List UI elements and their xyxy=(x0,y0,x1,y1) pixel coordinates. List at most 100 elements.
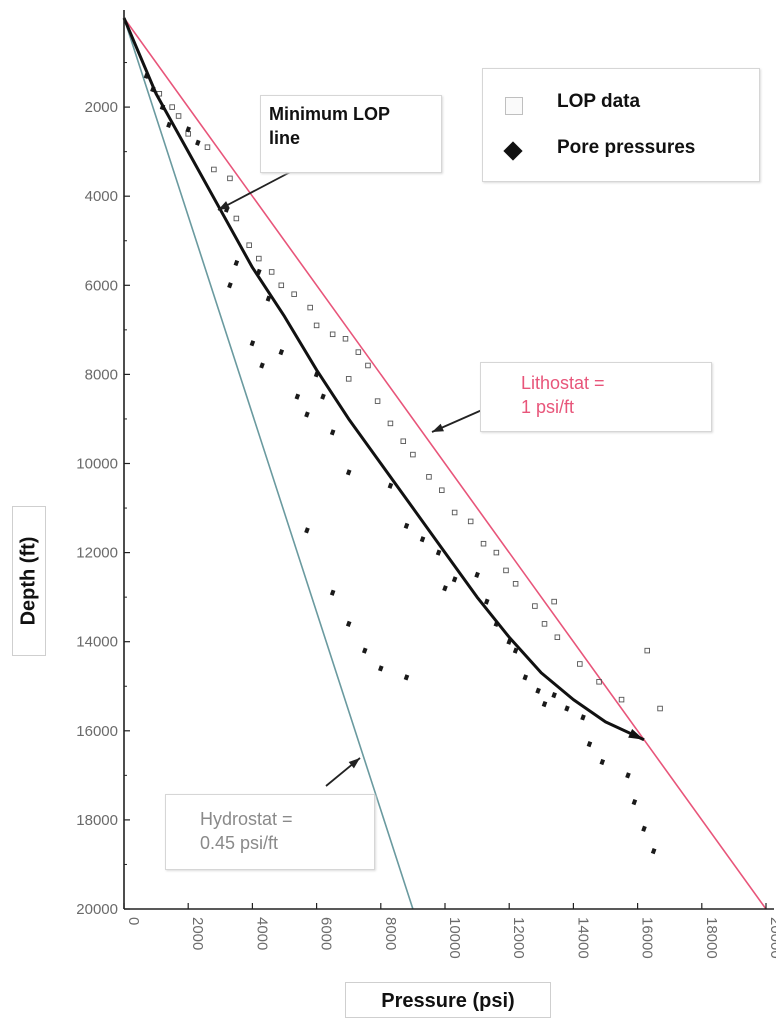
lop-data-point xyxy=(313,322,320,329)
lop-data-point xyxy=(185,131,191,137)
lop-data-point xyxy=(233,215,240,222)
lop-data-point xyxy=(345,376,352,382)
min-lop-label-line1: Minimum LOP xyxy=(269,104,390,124)
lop-data-point xyxy=(355,349,362,355)
hydrostat-label-line2: 0.45 psi/ft xyxy=(200,833,279,853)
y-tick-label: 8000 xyxy=(85,366,118,383)
pore-pressure-point xyxy=(541,700,548,708)
min-lop-pointer-head xyxy=(218,201,230,210)
lop-data-point xyxy=(480,540,487,547)
lop-data-point xyxy=(169,104,175,110)
y-tick-label: 16000 xyxy=(76,723,118,740)
lithostat-line xyxy=(123,17,767,910)
lop-data-point xyxy=(387,420,394,427)
y-tick-label: 20000 xyxy=(76,901,118,918)
pore-pressure-point xyxy=(195,139,201,146)
pore-pressure-point xyxy=(631,798,638,806)
hydrostat-annotation: Hydrostat = 0.45 psi/ft xyxy=(165,794,375,870)
lithostat-label-line1: Lithostat = xyxy=(521,373,605,393)
lop-data-point xyxy=(451,509,458,516)
x-tick-label: 2000 xyxy=(189,917,206,950)
pore-pressure-point xyxy=(580,714,586,721)
pore-pressure-point xyxy=(419,536,426,543)
pore-pressure-point xyxy=(166,121,172,129)
lop-data-point xyxy=(365,362,371,369)
lop-data-point xyxy=(329,331,336,338)
annotation-arrows xyxy=(217,167,483,787)
pore-pressure-point xyxy=(551,692,557,699)
lop-data-point xyxy=(657,705,663,712)
pore-pressure-point xyxy=(233,259,240,267)
min-lop-annotation: Minimum LOP line xyxy=(260,95,442,173)
x-tick-label: 8000 xyxy=(382,917,399,950)
lop-data-point xyxy=(551,598,557,605)
lop-data-point xyxy=(596,679,602,685)
pore-pressure-point xyxy=(278,348,285,356)
lithostat-label-line2: 1 psi/ft xyxy=(521,397,575,417)
x-tick-label: 6000 xyxy=(318,917,335,950)
pore-pressure-point xyxy=(474,571,480,579)
lithostat-pointer-head xyxy=(432,423,444,432)
lop-data-point xyxy=(644,647,650,654)
lop-data-point xyxy=(426,474,432,480)
pore-pressure-point xyxy=(329,589,336,596)
lop-data-point xyxy=(291,291,297,297)
lop-data-point xyxy=(577,661,583,667)
pore-pressure-point xyxy=(249,340,256,347)
pore-pressure-point xyxy=(451,576,458,583)
x-tick-label: 14000 xyxy=(574,917,591,959)
pore-pressure-point xyxy=(535,687,541,694)
pore-pressure-point xyxy=(265,295,272,302)
pore-pressure-point xyxy=(304,527,310,534)
pore-pressure-point xyxy=(259,362,265,369)
y-axis-label-text: Depth (ft) xyxy=(17,536,40,626)
lop-data-point xyxy=(512,581,519,587)
x-tick-label: 20000 xyxy=(767,917,776,959)
lop-data-point xyxy=(554,634,561,640)
pore-pressure-point xyxy=(403,522,410,529)
lop-data-point xyxy=(374,398,381,404)
y-tick-label: 4000 xyxy=(85,188,118,205)
axes: 2000 4000 6000 8000 10000 12000 14000 16000 1800… xyxy=(76,10,776,959)
x-tick-label: 18000 xyxy=(703,917,720,959)
pore-pressure-point xyxy=(512,647,519,654)
lop-data-point xyxy=(503,567,509,574)
pore-pressure-point xyxy=(185,126,191,133)
hydrostat-label-line1: Hydrostat = xyxy=(200,809,293,829)
min-lop-pointer xyxy=(217,167,299,211)
y-tick-label: 6000 xyxy=(85,277,118,294)
pore-pressure-point xyxy=(599,758,606,766)
legend-label-pore: Pore pressures xyxy=(557,137,696,158)
lop-data-point xyxy=(268,269,275,275)
reference-lines xyxy=(123,17,767,910)
pore-pressure-point xyxy=(564,705,570,712)
y-tick-label: 10000 xyxy=(76,456,118,473)
y-tick-label: 14000 xyxy=(76,634,118,651)
min-lop-label-line2: line xyxy=(269,128,301,148)
lop-data-point xyxy=(175,113,182,119)
hydrostat-pointer-head xyxy=(348,758,360,769)
lop-data-point xyxy=(541,621,548,627)
lop-data-point xyxy=(342,336,349,342)
lop-data-point xyxy=(410,451,416,458)
lop-data-point xyxy=(204,144,211,150)
y-tick-label: 2000 xyxy=(85,99,118,116)
lop-data-point xyxy=(618,696,625,703)
lop-data-point xyxy=(256,255,262,262)
pore-pressure-point xyxy=(650,847,657,855)
x-tick-label: 0 xyxy=(125,917,142,925)
lop-data-point xyxy=(532,603,538,609)
min-lop-arrowhead xyxy=(628,729,645,740)
lop-data-point xyxy=(211,166,217,173)
x-tick-label: 16000 xyxy=(639,917,656,959)
x-tick-label: 4000 xyxy=(253,917,270,950)
lop-data-point xyxy=(246,242,252,248)
pore-pressure-point xyxy=(403,674,410,681)
lop-data-point xyxy=(467,518,474,525)
y-tick-label: 12000 xyxy=(76,545,118,562)
pore-pressure-point xyxy=(641,825,647,832)
pore-pressure-point xyxy=(522,674,529,681)
legend-label-lop: LOP data xyxy=(557,91,641,112)
lithostat-annotation: Lithostat = 1 psi/ft xyxy=(480,362,712,432)
lop-data-point xyxy=(278,282,285,289)
